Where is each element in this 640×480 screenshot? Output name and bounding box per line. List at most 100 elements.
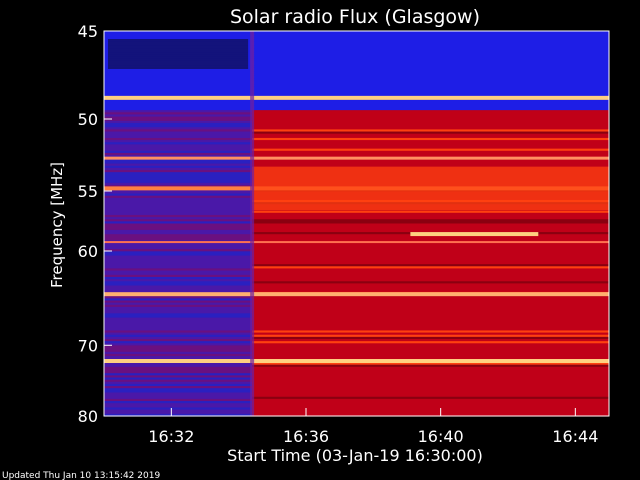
pre-onset-row <box>104 283 253 287</box>
post-onset-row <box>252 371 609 374</box>
post-onset-row <box>252 131 609 135</box>
post-onset-row <box>252 249 609 252</box>
post-onset-row <box>252 75 609 79</box>
pre-onset-row <box>104 127 253 130</box>
post-onset-row <box>252 409 609 413</box>
pre-onset-row <box>104 202 253 205</box>
pre-onset-row <box>104 304 253 308</box>
pre-onset-row <box>104 298 253 302</box>
pre-onset-row <box>104 159 253 163</box>
post-onset-row <box>252 45 609 49</box>
pre-onset-row <box>104 221 253 225</box>
post-onset-row <box>252 135 609 139</box>
post-onset-row <box>252 317 609 321</box>
pre-onset-row <box>104 285 253 289</box>
post-onset-row <box>252 133 609 137</box>
pre-onset-row <box>104 125 253 128</box>
post-onset-row <box>252 50 609 53</box>
pre-onset-row <box>104 296 253 299</box>
pre-onset-row <box>104 105 253 109</box>
post-onset-row <box>252 279 609 282</box>
post-onset-row <box>252 244 609 248</box>
pre-onset-row <box>104 75 253 79</box>
post-onset-row <box>252 219 609 222</box>
pre-onset-row <box>104 306 253 310</box>
post-onset-row <box>252 257 609 261</box>
pre-onset-row <box>104 80 253 83</box>
post-onset-row <box>252 101 609 105</box>
post-onset-row <box>252 122 609 126</box>
post-onset-row <box>252 289 609 293</box>
pre-onset-row <box>104 257 253 261</box>
pre-onset-row <box>104 180 253 184</box>
post-onset-row <box>252 328 609 332</box>
pre-onset-row <box>104 33 253 36</box>
pre-onset-row <box>104 272 253 276</box>
post-onset-row <box>252 69 609 73</box>
post-onset-row <box>252 140 609 143</box>
pre-onset-row <box>104 409 253 413</box>
pre-onset-row <box>104 31 253 34</box>
post-onset-row <box>252 300 609 304</box>
post-onset-row <box>252 137 609 141</box>
pre-onset-row <box>104 69 253 73</box>
pre-onset-row <box>104 255 253 259</box>
x-tick-label: 16:32 <box>148 427 194 446</box>
pre-onset-row <box>104 191 253 195</box>
post-onset-row <box>252 285 609 289</box>
spectrogram-plot <box>103 30 610 417</box>
post-onset-row <box>252 67 609 71</box>
post-onset-row <box>252 73 609 77</box>
pre-onset-row <box>104 232 253 235</box>
post-onset-row <box>252 379 609 383</box>
pre-onset-row <box>104 199 253 203</box>
pre-onset-row <box>104 349 253 353</box>
post-onset-row <box>252 65 609 68</box>
pre-onset-row <box>104 185 253 188</box>
pre-onset-row <box>104 174 253 178</box>
pre-onset-row <box>104 345 253 349</box>
post-onset-row <box>252 127 609 130</box>
pre-onset-row <box>104 195 253 199</box>
post-onset-row <box>252 52 609 56</box>
pre-onset-row <box>104 140 253 143</box>
post-onset-row <box>252 103 609 107</box>
post-onset-row <box>252 339 609 342</box>
pre-onset-row <box>104 341 253 344</box>
pre-onset-row <box>104 208 253 212</box>
pre-onset-row <box>104 317 253 321</box>
pre-onset-row <box>104 176 253 180</box>
pre-onset-row <box>104 214 253 218</box>
post-onset-row <box>252 78 609 81</box>
post-onset-row <box>252 247 609 250</box>
post-onset-row <box>252 86 609 90</box>
post-onset-row <box>252 71 609 75</box>
post-onset-row <box>252 353 609 357</box>
pre-onset-row <box>104 212 253 216</box>
pre-onset-row <box>104 131 253 135</box>
post-onset-row <box>252 386 609 389</box>
post-onset-row <box>252 407 609 411</box>
pre-onset-row <box>104 150 253 154</box>
post-onset-row <box>252 319 609 323</box>
x-axis: 16:32 16:36 16:40 16:44 <box>148 408 598 446</box>
post-onset-row <box>252 159 609 163</box>
post-onset-row <box>252 302 609 306</box>
pre-onset-row <box>104 281 253 284</box>
post-onset-row <box>252 366 609 370</box>
pre-onset-row <box>104 172 253 175</box>
pre-onset-row <box>104 311 253 314</box>
post-onset-row <box>252 283 609 287</box>
post-onset-row <box>252 394 609 398</box>
post-onset-row <box>252 343 609 347</box>
pre-onset-row <box>104 270 253 274</box>
pre-onset-row <box>104 375 253 379</box>
pre-onset-row <box>104 170 253 173</box>
post-onset-row <box>252 347 609 351</box>
pre-onset-row <box>104 390 253 394</box>
post-onset-row <box>252 41 609 45</box>
pre-onset-row <box>104 287 253 291</box>
pre-onset-row <box>104 373 253 376</box>
post-onset-row <box>252 255 609 259</box>
pre-onset-row <box>104 82 253 86</box>
